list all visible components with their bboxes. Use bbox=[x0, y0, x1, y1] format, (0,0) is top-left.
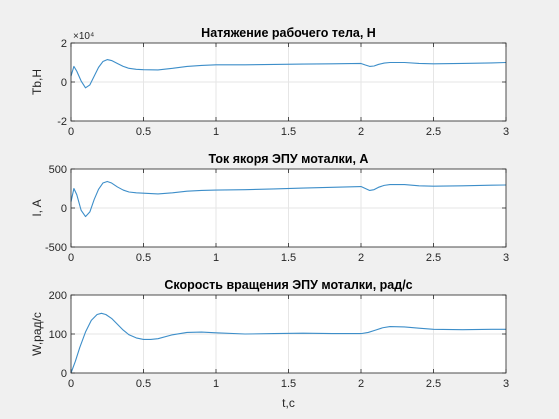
x-tick-label: 0 bbox=[68, 126, 74, 138]
y-tick-label: 500 bbox=[49, 164, 67, 176]
x-tick-label: 0.5 bbox=[136, 252, 151, 264]
series-line bbox=[70, 312, 506, 374]
x-tick-label: 2.5 bbox=[426, 126, 441, 138]
y-tick-label: 200 bbox=[49, 290, 67, 302]
y-axis-label: I, A bbox=[30, 199, 44, 216]
x-tick-label: 0.5 bbox=[136, 126, 151, 138]
x-tick-label: 2.5 bbox=[426, 378, 441, 390]
x-tick-label: 1.5 bbox=[281, 252, 296, 264]
x-tick-label: 3 bbox=[503, 126, 509, 138]
subplot-title: Скорость вращения ЭПУ моталки, рад/с bbox=[164, 278, 412, 292]
x-tick-label: 1.5 bbox=[281, 126, 296, 138]
x-axis-label: t,c bbox=[282, 396, 295, 410]
x-tick-label: 0.5 bbox=[136, 378, 151, 390]
y-tick-label: 0 bbox=[61, 368, 67, 380]
subplot-3: 0 0.5 1 1.5 2 2.5 3 0 100 200 Скорость вращения ЭП… bbox=[30, 278, 509, 410]
subplot-title: Натяжение рабочего тела, Н bbox=[201, 26, 376, 40]
x-tick-label: 1.5 bbox=[281, 378, 296, 390]
y-tick-label: -500 bbox=[45, 242, 67, 254]
y-tick-label: 100 bbox=[49, 329, 67, 341]
x-tick-label: 3 bbox=[503, 378, 509, 390]
x-tick-label: 1 bbox=[213, 378, 219, 390]
x-tick-label: 2 bbox=[358, 126, 364, 138]
x-tick-label: 0 bbox=[68, 378, 74, 390]
y-tick-label: 2 bbox=[61, 38, 67, 50]
series-line bbox=[70, 180, 507, 218]
subplot-title: Ток якоря ЭПУ моталки, А bbox=[209, 152, 369, 166]
y-tick-label: 0 bbox=[61, 77, 67, 89]
x-tick-label: 1 bbox=[213, 126, 219, 138]
x-tick-label: 2 bbox=[358, 252, 364, 264]
y-axis-label: Tb,Н bbox=[30, 69, 44, 95]
y-tick-label: -2 bbox=[57, 116, 67, 128]
y-axis-label: W,рад/с bbox=[30, 312, 44, 356]
y-tick-label: 0 bbox=[61, 203, 67, 215]
x-tick-label: 2.5 bbox=[426, 252, 441, 264]
x-tick-label: 2 bbox=[358, 378, 364, 390]
x-tick-label: 3 bbox=[503, 252, 509, 264]
x-tick-label: 1 bbox=[213, 252, 219, 264]
y-multiplier-label: ×10⁴ bbox=[73, 31, 94, 42]
series-line bbox=[70, 59, 507, 89]
x-tick-label: 0 bbox=[68, 252, 74, 264]
